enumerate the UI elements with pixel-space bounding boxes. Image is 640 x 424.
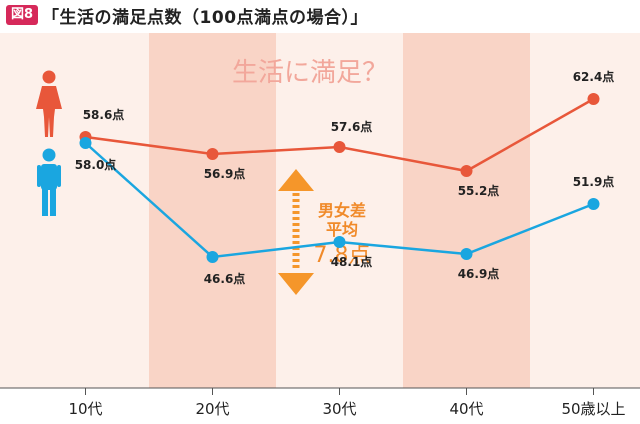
chart-header: 図8 「生活の満足点数（100点満点の場合）」	[0, 0, 640, 30]
line-chart: 生活に満足？ 男女差 平均 7.8点 58.6点56.9点57.6点55.2点6…	[0, 33, 640, 418]
data-point-female-3	[460, 165, 473, 177]
gap-label-line1: 男女差	[318, 201, 366, 220]
data-point-female-1	[206, 148, 219, 160]
tick-label-4: 50歳以上	[561, 400, 625, 418]
data-point-female-2	[333, 141, 346, 153]
data-label-male-0: 58.0点	[75, 157, 117, 172]
x-axis-ticks: 10代 20代 30代 40代 50歳以上	[68, 388, 626, 418]
headline-annotation: 生活に満足？	[232, 58, 388, 88]
data-label-female-3: 55.2点	[458, 183, 500, 198]
series-points	[79, 93, 600, 263]
data-labels: 58.6点 56.9点 57.6点 55.2点 62.4点 58.0点 46.6点 48.1点…	[75, 69, 615, 286]
band-1	[149, 33, 276, 388]
tick-label-1: 20代	[195, 400, 229, 418]
data-label-male-4: 51.9点	[573, 174, 615, 189]
male-person-icon	[37, 148, 61, 216]
figure-badge: 図8	[6, 5, 39, 25]
data-label-male-3: 46.9点	[458, 266, 500, 281]
data-point-female-4	[587, 93, 600, 105]
tick-label-2: 30代	[322, 400, 356, 418]
data-label-male-2: 48.1点	[331, 254, 373, 269]
female-person-icon	[36, 70, 62, 137]
tick-label-3: 40代	[449, 400, 483, 418]
age-bands	[0, 33, 640, 388]
data-point-male-2	[333, 236, 346, 248]
gap-label-line2: 平均	[326, 220, 358, 239]
tick-label-0: 10代	[68, 400, 102, 418]
chart-background	[0, 33, 640, 388]
double-arrow-icon	[278, 169, 314, 295]
data-label-male-1: 46.6点	[204, 271, 246, 286]
data-label-female-0: 58.6点	[83, 107, 125, 122]
data-point-male-0	[79, 137, 92, 149]
data-label-female-1: 56.9点	[204, 166, 246, 181]
data-point-male-1	[206, 251, 219, 263]
data-label-female-4: 62.4点	[573, 69, 615, 84]
data-label-female-2: 57.6点	[331, 119, 373, 134]
data-point-male-4	[587, 198, 600, 210]
data-point-male-3	[460, 248, 473, 260]
band-3	[403, 33, 530, 388]
chart-title: 「生活の満足点数（100点満点の場合）」	[42, 7, 369, 28]
